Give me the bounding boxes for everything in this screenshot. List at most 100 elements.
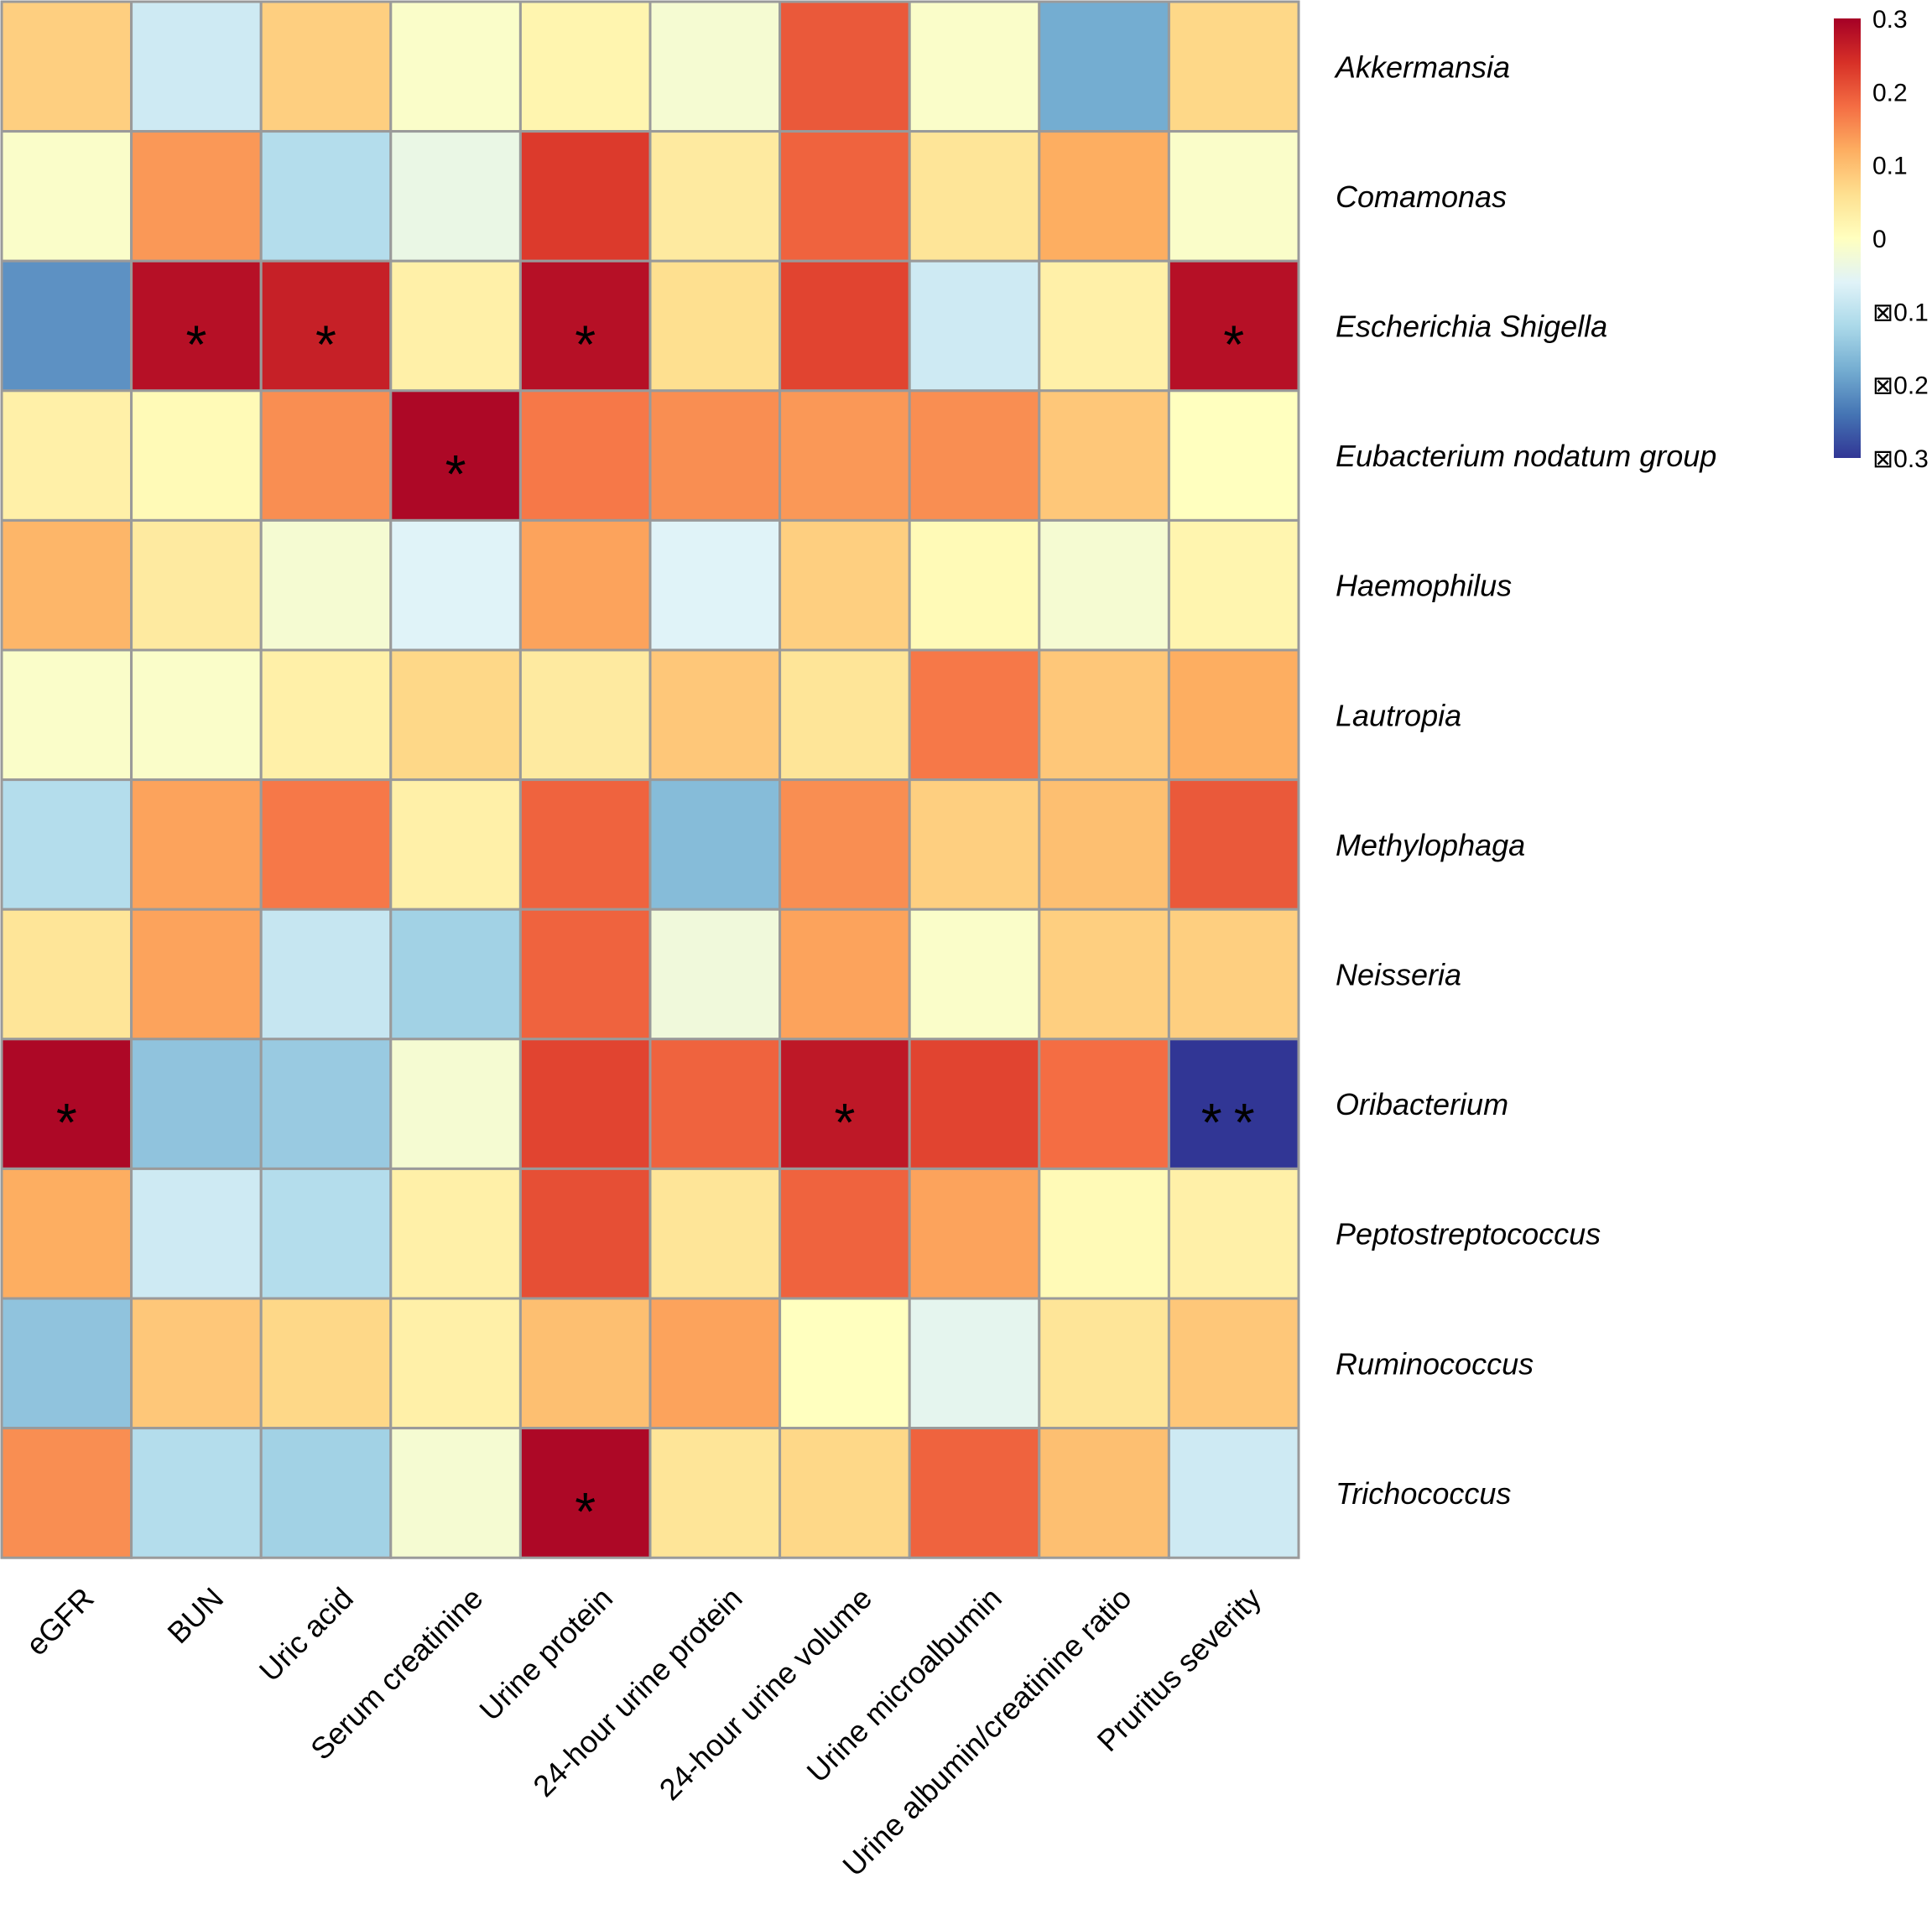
heatmap-cell-comamonas-urine-protein bbox=[518, 130, 652, 263]
row-labels: Akkermansia Comamonas Escherichia Shigella… bbox=[1334, 49, 1716, 1511]
heatmap-cell-neisseria-uric-acid bbox=[259, 908, 393, 1041]
significance-marker-escherichia-shigella-urine-protein: * bbox=[575, 315, 596, 375]
heatmap-cell-akkermansia-24-hour-urine-protein bbox=[648, 0, 782, 133]
heatmap-cell-comamonas-urine-albumin-creatinine-ratio bbox=[1038, 130, 1170, 263]
row-label-ruminococcus: Ruminococcus bbox=[1336, 1346, 1534, 1381]
column-label-uric-acid: Uric acid bbox=[253, 1581, 360, 1688]
heatmap-cell-comamonas-uric-acid bbox=[259, 130, 393, 263]
heatmap-cell-neisseria-pruritus-severity bbox=[1167, 908, 1300, 1041]
heatmap-cell-eubacterium-nodatum-group-pruritus-severity bbox=[1167, 389, 1300, 522]
heatmap-cell-comamonas-pruritus-severity bbox=[1167, 130, 1300, 263]
heatmap-cell-ruminococcus-urine-protein bbox=[518, 1297, 652, 1430]
heatmap-cell-eubacterium-nodatum-group-24-hour-urine-volume bbox=[779, 389, 911, 522]
heatmap-cell-oribacterium-pruritus-severity bbox=[1167, 1038, 1300, 1170]
heatmap-cell-eubacterium-nodatum-group-24-hour-urine-protein bbox=[648, 389, 782, 522]
row-label-neisseria: Neisseria bbox=[1336, 958, 1461, 992]
legend-tick-label: 0.3 bbox=[1872, 6, 1908, 34]
column-label-24-hour-urine-volume: 24-hour urine volume bbox=[653, 1581, 879, 1808]
heatmap-cell-neisseria-urine-microalbumin bbox=[908, 908, 1041, 1041]
heatmap-cell-oribacterium-urine-microalbumin bbox=[908, 1038, 1041, 1170]
heatmap-cell-escherichia-shigella-bun bbox=[130, 259, 263, 393]
heatmap-cell-neisseria-egfr bbox=[0, 908, 133, 1041]
heatmap-cell-ruminococcus-egfr bbox=[0, 1297, 133, 1430]
legend-tick-label: ⊠0.1 bbox=[1872, 299, 1929, 326]
significance-marker-oribacterium-pruritus-severity: ** bbox=[1201, 1092, 1267, 1152]
heatmap-cell-escherichia-shigella-urine-albumin-creatinine-ratio bbox=[1038, 259, 1170, 393]
color-legend: 0.3 0.2 0.1 0 ⊠0.1 ⊠0.2 ⊠0.3 bbox=[1834, 6, 1929, 473]
heatmap-cell-eubacterium-nodatum-group-urine-protein bbox=[518, 389, 652, 522]
heatmap-cell-trichococcus-urine-microalbumin bbox=[908, 1427, 1041, 1559]
heatmap-cell-methylophaga-bun bbox=[130, 778, 263, 911]
heatmap-cell-escherichia-shigella-egfr bbox=[0, 259, 133, 393]
heatmap-cell-peptostreptococcus-egfr bbox=[0, 1167, 133, 1300]
heatmap-cell-trichococcus-24-hour-urine-protein bbox=[648, 1427, 782, 1559]
heatmap-cell-escherichia-shigella-pruritus-severity bbox=[1167, 259, 1300, 393]
column-label-urine-protein: Urine protein bbox=[472, 1581, 619, 1728]
significance-marker-escherichia-shigella-pruritus-severity: * bbox=[1223, 315, 1244, 375]
heatmap-cell-trichococcus-urine-albumin-creatinine-ratio bbox=[1038, 1427, 1170, 1559]
row-label-comamonas: Comamonas bbox=[1336, 179, 1507, 214]
row-label-lautropia: Lautropia bbox=[1336, 698, 1461, 732]
heatmap-cell-neisseria-serum-creatinine bbox=[389, 908, 522, 1041]
heatmap-cell-peptostreptococcus-24-hour-urine-volume bbox=[779, 1167, 911, 1300]
significance-marker-eubacterium-nodatum-group-serum-creatinine: * bbox=[445, 444, 466, 504]
row-label-haemophilus: Haemophilus bbox=[1336, 569, 1512, 603]
heatmap-cell-comamonas-24-hour-urine-protein bbox=[648, 130, 782, 263]
heatmap-cell-comamonas-urine-microalbumin bbox=[908, 130, 1041, 263]
heatmap-cell-oribacterium-egfr bbox=[0, 1038, 133, 1170]
heatmap-cell-eubacterium-nodatum-group-egfr bbox=[0, 389, 133, 522]
heatmap-cell-ruminococcus-urine-microalbumin bbox=[908, 1297, 1041, 1430]
heatmap-cell-peptostreptococcus-24-hour-urine-protein bbox=[648, 1167, 782, 1300]
row-label-peptostreptococcus: Peptostreptococcus bbox=[1336, 1217, 1601, 1251]
legend-color-bar bbox=[1834, 18, 1861, 458]
heatmap-cell-methylophaga-serum-creatinine bbox=[389, 778, 522, 911]
heatmap-cell-peptostreptococcus-bun bbox=[130, 1167, 263, 1300]
heatmap-cell-methylophaga-urine-albumin-creatinine-ratio bbox=[1038, 778, 1170, 911]
heatmap-cell-oribacterium-serum-creatinine bbox=[389, 1038, 522, 1170]
heatmap-cell-methylophaga-urine-microalbumin bbox=[908, 778, 1041, 911]
heatmap-cell-peptostreptococcus-serum-creatinine bbox=[389, 1167, 522, 1300]
heatmap-cell-ruminococcus-urine-albumin-creatinine-ratio bbox=[1038, 1297, 1170, 1430]
heatmap-cell-haemophilus-24-hour-urine-volume bbox=[779, 518, 911, 652]
legend-tick-label: 0.2 bbox=[1872, 79, 1908, 107]
heatmap-cell-akkermansia-serum-creatinine bbox=[389, 0, 522, 133]
heatmap-cell-lautropia-egfr bbox=[0, 648, 133, 782]
heatmap-cell-trichococcus-uric-acid bbox=[259, 1427, 393, 1559]
heatmap-cell-neisseria-24-hour-urine-volume bbox=[779, 908, 911, 1041]
legend-ticks: 0.3 0.2 0.1 0 ⊠0.1 ⊠0.2 ⊠0.3 bbox=[1872, 6, 1929, 473]
heatmap-cell-trichococcus-serum-creatinine bbox=[389, 1427, 522, 1559]
significance-marker-escherichia-shigella-uric-acid: * bbox=[315, 315, 336, 375]
heatmap-cell-lautropia-urine-protein bbox=[518, 648, 652, 782]
row-label-methylophaga: Methylophaga bbox=[1336, 828, 1525, 862]
heatmap-cell-akkermansia-urine-albumin-creatinine-ratio bbox=[1038, 0, 1170, 133]
heatmap-cell-methylophaga-pruritus-severity bbox=[1167, 778, 1300, 911]
heatmap-cell-trichococcus-bun bbox=[130, 1427, 263, 1559]
heatmap-cell-oribacterium-urine-protein bbox=[518, 1038, 652, 1170]
heatmap-cell-ruminococcus-serum-creatinine bbox=[389, 1297, 522, 1430]
heatmap-cell-ruminococcus-uric-acid bbox=[259, 1297, 393, 1430]
heatmap-cell-lautropia-urine-albumin-creatinine-ratio bbox=[1038, 648, 1170, 782]
row-label-eubacterium-nodatum-group: Eubacterium nodatum group bbox=[1336, 439, 1716, 473]
heatmap-cell-peptostreptococcus-uric-acid bbox=[259, 1167, 393, 1300]
significance-markers: * * * *** * *** bbox=[56, 315, 1267, 1542]
row-label-trichococcus: Trichococcus bbox=[1336, 1476, 1511, 1511]
heatmap-cell-eubacterium-nodatum-group-bun bbox=[130, 389, 263, 522]
column-label-egfr: eGFR bbox=[19, 1581, 101, 1662]
legend-tick-label: 0.1 bbox=[1872, 153, 1908, 180]
heatmap-cell-ruminococcus-24-hour-urine-volume bbox=[779, 1297, 911, 1430]
heatmap-cell-trichococcus-pruritus-severity bbox=[1167, 1427, 1300, 1559]
heatmap-cell-escherichia-shigella-serum-creatinine bbox=[389, 259, 522, 393]
row-label-akkermansia: Akkermansia bbox=[1334, 49, 1510, 84]
heatmap-cell-lautropia-bun bbox=[130, 648, 263, 782]
heatmap-cell-lautropia-pruritus-severity bbox=[1167, 648, 1300, 782]
heatmap-cell-lautropia-serum-creatinine bbox=[389, 648, 522, 782]
heatmap-cell-eubacterium-nodatum-group-urine-albumin-creatinine-ratio bbox=[1038, 389, 1170, 522]
significance-marker-trichococcus-urine-protein: * bbox=[575, 1481, 596, 1542]
column-label-24-hour-urine-protein: 24-hour urine protein bbox=[526, 1581, 748, 1803]
heatmap-cell-comamonas-egfr bbox=[0, 130, 133, 263]
legend-tick-label: ⊠0.2 bbox=[1872, 372, 1929, 400]
heatmap-cell-akkermansia-urine-protein bbox=[518, 0, 652, 133]
heatmap-cell-trichococcus-24-hour-urine-volume bbox=[779, 1427, 911, 1559]
